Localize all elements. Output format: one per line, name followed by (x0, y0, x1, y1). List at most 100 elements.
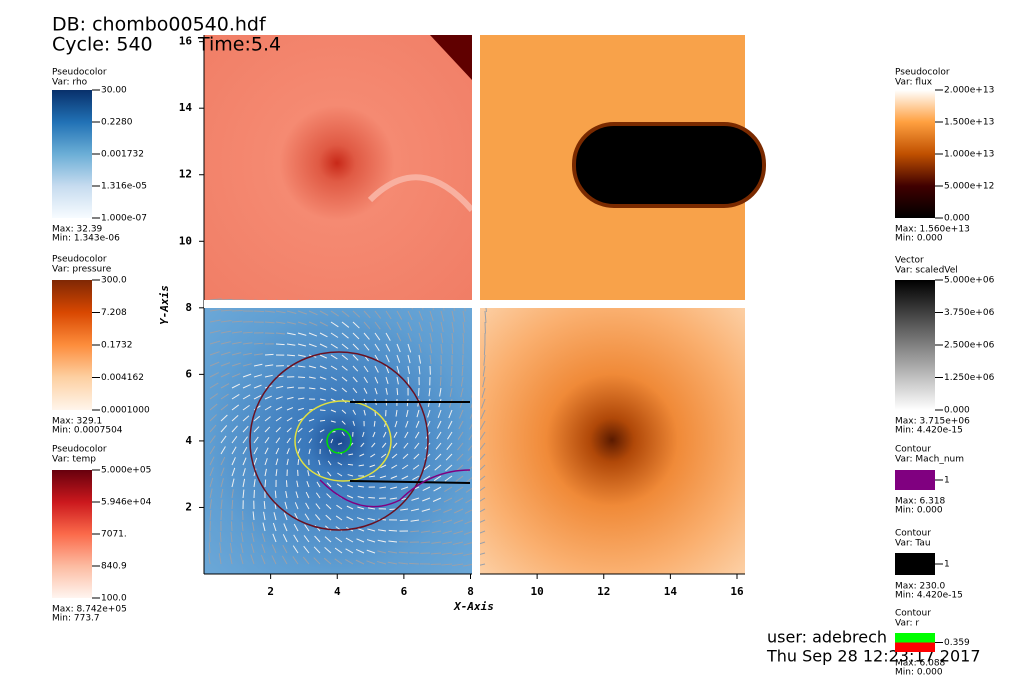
vector (308, 418, 315, 422)
vector (305, 502, 310, 510)
legend-max: Max: 230.0 (895, 582, 946, 592)
vector (220, 383, 230, 389)
vector (253, 426, 260, 433)
vector (296, 480, 299, 488)
vector (341, 420, 346, 425)
vector (368, 496, 376, 499)
vector (341, 310, 350, 318)
vector (393, 431, 398, 438)
legend-label: 0.359 (944, 638, 970, 648)
vector (253, 353, 263, 356)
vector (271, 555, 277, 565)
user-label: user: adebrech (767, 628, 887, 647)
vector (297, 365, 306, 368)
vector (416, 409, 420, 418)
vector (297, 438, 302, 444)
vector (286, 448, 290, 455)
legend-label: 1.000e+13 (944, 150, 994, 160)
vector (443, 508, 453, 513)
vector (229, 553, 233, 565)
vector (483, 343, 486, 356)
vector (457, 442, 464, 451)
mach-contour (294, 400, 392, 482)
vector (441, 552, 453, 556)
rho-image (204, 35, 472, 300)
vector (341, 321, 350, 328)
vector (315, 503, 321, 510)
vector (366, 549, 376, 554)
vector (242, 478, 246, 488)
flux-shadow (572, 122, 766, 208)
legend-title: Pseudocolor (52, 68, 107, 78)
vector (433, 475, 442, 482)
vector (337, 462, 343, 466)
vector (412, 464, 420, 470)
color-bar (895, 90, 935, 218)
vector (457, 431, 464, 440)
vector (324, 547, 332, 554)
vector (308, 387, 316, 390)
legend-label: 5.000e+05 (101, 466, 151, 476)
vector (242, 373, 252, 378)
vector (292, 545, 299, 554)
vector (429, 354, 432, 365)
vector (404, 431, 409, 439)
vector (286, 310, 297, 314)
color-bar (52, 90, 92, 218)
vector (297, 310, 308, 315)
vector (260, 554, 266, 565)
vector (303, 545, 310, 554)
x-tick-label: 12 (597, 585, 610, 598)
vector (352, 387, 358, 394)
vector (453, 530, 464, 535)
vector (327, 471, 332, 477)
vector (434, 464, 442, 471)
legend-label: 100.0 (101, 594, 127, 604)
vector (436, 431, 442, 440)
vector (261, 544, 266, 554)
vector (253, 374, 263, 378)
vector (242, 394, 251, 400)
legend-label: 0.000 (944, 214, 970, 224)
vector (253, 310, 265, 313)
vector (407, 332, 412, 342)
vector (242, 489, 245, 499)
vector (422, 486, 431, 492)
vector (325, 503, 332, 510)
vector (231, 425, 238, 433)
vector (377, 550, 387, 554)
vector (319, 419, 326, 422)
vector (352, 321, 360, 329)
vector (303, 535, 310, 543)
vector (230, 532, 233, 543)
vector (283, 512, 288, 521)
vector (319, 387, 327, 391)
vector (253, 479, 256, 488)
legend-label: 0.0001000 (101, 406, 150, 416)
vector (220, 309, 233, 312)
tau-contour (249, 351, 429, 531)
legend-label: 1.500e+13 (944, 118, 994, 128)
vector (446, 442, 453, 451)
legend-min: Min: 1.343e-06 (52, 234, 120, 244)
vector (297, 407, 304, 411)
legend-max: Max: 3.715e+06 (895, 417, 970, 427)
vector (459, 409, 464, 419)
vector (356, 538, 365, 543)
legend-min: Min: 4.420e-15 (895, 426, 963, 436)
vector (209, 308, 222, 312)
vector (285, 490, 288, 499)
x-tick-label: 14 (664, 585, 678, 598)
vector (363, 343, 370, 351)
vector (220, 372, 230, 378)
vector (337, 472, 343, 477)
vector (231, 341, 242, 345)
vector (440, 343, 443, 354)
vector (448, 409, 453, 419)
vector (483, 354, 486, 366)
vector (427, 409, 431, 418)
vector (449, 398, 453, 408)
vector (362, 431, 365, 437)
vector (385, 343, 391, 352)
